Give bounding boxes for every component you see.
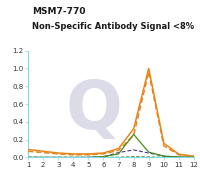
Text: Non-Specific Antibody Signal <8%: Non-Specific Antibody Signal <8% [32,22,194,31]
Text: MSM7-770: MSM7-770 [32,7,86,16]
Text: Q: Q [66,77,123,144]
